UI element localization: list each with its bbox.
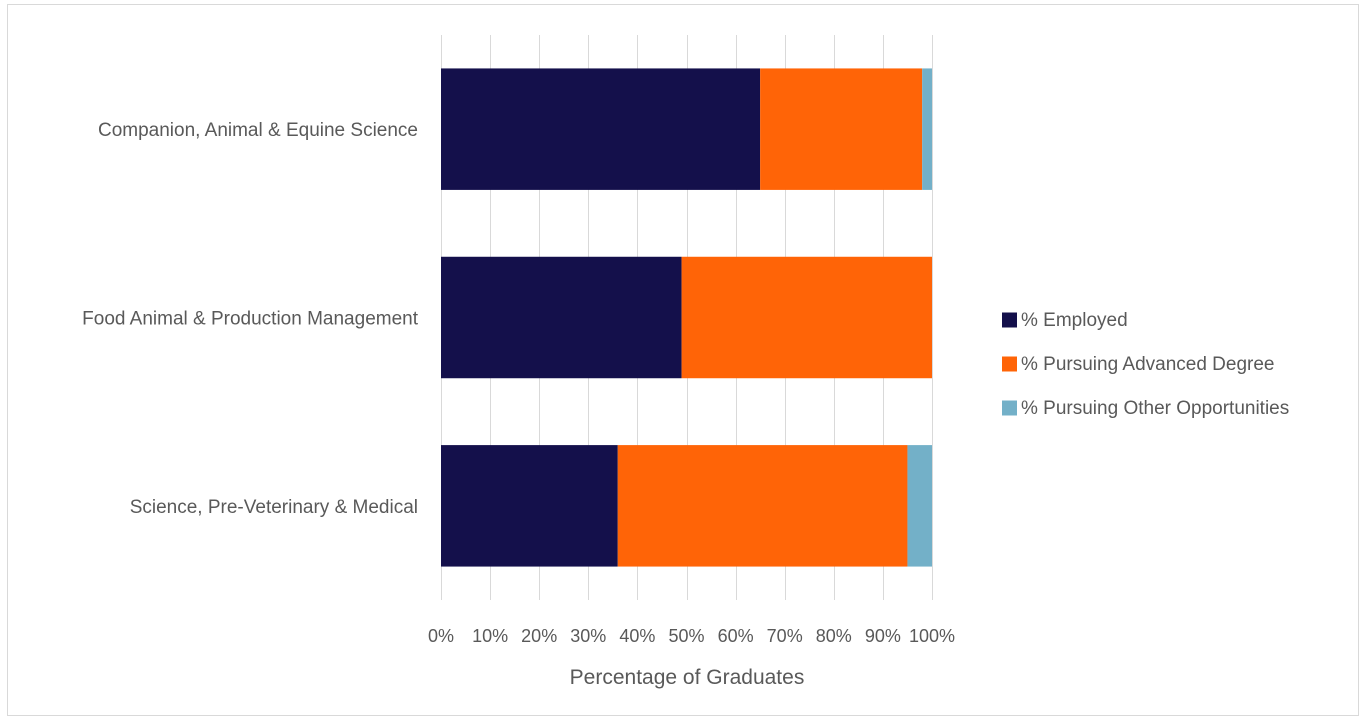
x-tick-label: 70% bbox=[767, 626, 803, 646]
bar-segment bbox=[681, 256, 932, 379]
legend-label: % Pursuing Other Opportunities bbox=[1021, 398, 1289, 419]
x-tick-label: 60% bbox=[718, 626, 754, 646]
bars bbox=[441, 68, 932, 567]
bar-segment bbox=[760, 68, 923, 190]
x-tick-label: 90% bbox=[865, 626, 901, 646]
bar-segment bbox=[441, 445, 618, 567]
bar-segment bbox=[922, 68, 932, 190]
x-axis-title: Percentage of Graduates bbox=[570, 666, 805, 689]
bar-segment bbox=[907, 445, 932, 567]
x-tick-label: 40% bbox=[619, 626, 655, 646]
legend-swatch bbox=[1002, 400, 1017, 416]
category-label: Companion, Animal & Equine Science bbox=[98, 120, 418, 141]
x-tick-label: 50% bbox=[668, 626, 704, 646]
x-tick-label: 80% bbox=[816, 626, 852, 646]
legend-swatch bbox=[1002, 356, 1017, 372]
bar-segment bbox=[441, 256, 682, 379]
category-label: Food Animal & Production Management bbox=[82, 309, 419, 330]
x-tick-label: 30% bbox=[570, 626, 606, 646]
legend: % Employed % Pursuing Advanced Degree % Pu… bbox=[1002, 310, 1289, 419]
legend-swatch bbox=[1002, 312, 1017, 328]
bar-segment bbox=[441, 68, 761, 190]
legend-label: % Pursuing Advanced Degree bbox=[1021, 354, 1275, 375]
category-labels: Companion, Animal & Equine Science Food A… bbox=[82, 120, 419, 518]
category-label: Science, Pre-Veterinary & Medical bbox=[130, 497, 418, 518]
x-tick-label: 10% bbox=[472, 626, 508, 646]
x-tick-label: 20% bbox=[521, 626, 557, 646]
bar-segment bbox=[617, 445, 908, 567]
x-tick-label: 100% bbox=[909, 626, 955, 646]
x-tick-label: 0% bbox=[428, 626, 454, 646]
x-tick-labels: 0% 10% 20% 30% 40% 50% 60% 70% 80% 90% 100% bbox=[428, 626, 955, 646]
legend-label: % Employed bbox=[1021, 310, 1128, 331]
